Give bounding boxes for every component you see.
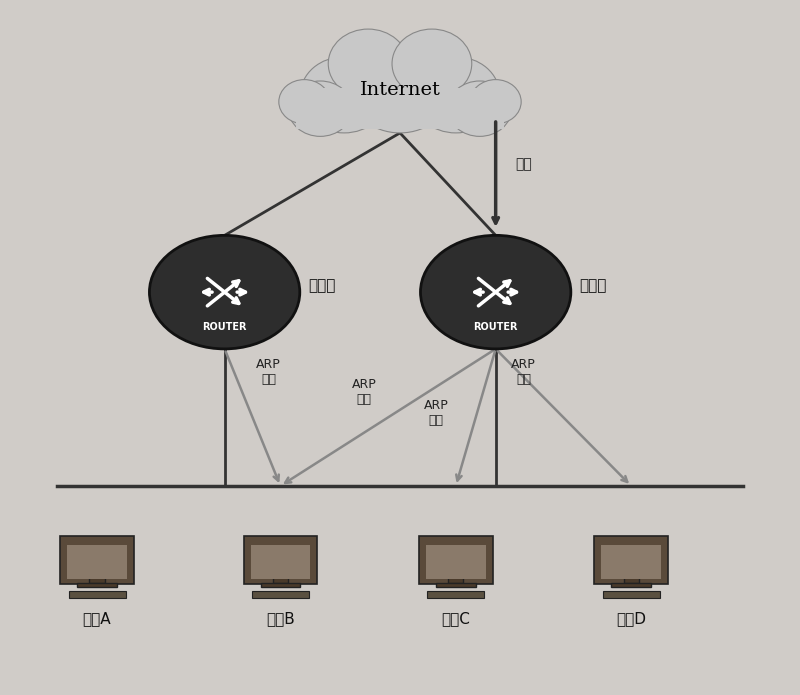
FancyBboxPatch shape — [90, 571, 105, 583]
Text: Internet: Internet — [359, 81, 441, 99]
Text: 流量: 流量 — [515, 157, 532, 171]
Text: ROUTER: ROUTER — [474, 322, 518, 332]
Circle shape — [470, 80, 521, 124]
Circle shape — [300, 57, 388, 133]
FancyBboxPatch shape — [419, 536, 493, 584]
FancyBboxPatch shape — [427, 591, 484, 598]
Text: ROUTER: ROUTER — [202, 322, 247, 332]
Circle shape — [448, 81, 512, 136]
FancyBboxPatch shape — [611, 583, 651, 587]
FancyBboxPatch shape — [594, 536, 668, 584]
Text: 主机B: 主机B — [266, 612, 294, 627]
Text: 主设备: 主设备 — [308, 278, 336, 293]
Ellipse shape — [421, 236, 571, 349]
FancyBboxPatch shape — [426, 545, 486, 579]
Text: 主机D: 主机D — [616, 612, 646, 627]
FancyBboxPatch shape — [296, 88, 504, 129]
Circle shape — [328, 29, 408, 98]
Circle shape — [348, 43, 452, 133]
Circle shape — [279, 80, 330, 124]
FancyBboxPatch shape — [448, 571, 463, 583]
Circle shape — [412, 57, 500, 133]
FancyBboxPatch shape — [67, 545, 126, 579]
FancyBboxPatch shape — [69, 591, 126, 598]
Text: ARP
请求: ARP 请求 — [352, 379, 377, 407]
Ellipse shape — [150, 236, 300, 349]
FancyBboxPatch shape — [250, 545, 310, 579]
Text: 主机C: 主机C — [442, 612, 470, 627]
FancyBboxPatch shape — [273, 571, 288, 583]
FancyBboxPatch shape — [602, 591, 660, 598]
Text: ARP
请求: ARP 请求 — [256, 358, 281, 386]
Text: ARP
请求: ARP 请求 — [423, 399, 448, 427]
FancyBboxPatch shape — [436, 583, 475, 587]
FancyBboxPatch shape — [623, 571, 639, 583]
Circle shape — [392, 29, 472, 98]
FancyBboxPatch shape — [60, 536, 134, 584]
Text: 备设备: 备设备 — [579, 278, 606, 293]
Text: ARP
请求: ARP 请求 — [511, 358, 536, 386]
FancyBboxPatch shape — [243, 536, 318, 584]
FancyBboxPatch shape — [602, 545, 661, 579]
FancyBboxPatch shape — [78, 583, 117, 587]
Circle shape — [288, 81, 352, 136]
FancyBboxPatch shape — [252, 591, 309, 598]
Text: 主机A: 主机A — [82, 612, 111, 627]
FancyBboxPatch shape — [261, 583, 300, 587]
